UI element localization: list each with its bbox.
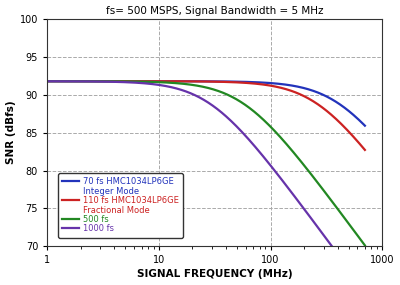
Legend: 70 fs HMC1034LP6GE, Integer Mode, 110 fs HMC1034LP6GE, Fractional Mode, 500 fs, : 70 fs HMC1034LP6GE, Integer Mode, 110 fs… xyxy=(58,173,183,237)
Y-axis label: SNR (dBfs): SNR (dBfs) xyxy=(6,101,16,164)
Title: fs= 500 MSPS, Signal Bandwidth = 5 MHz: fs= 500 MSPS, Signal Bandwidth = 5 MHz xyxy=(106,5,324,16)
X-axis label: SIGNAL FREQUENCY (MHz): SIGNAL FREQUENCY (MHz) xyxy=(137,269,292,280)
